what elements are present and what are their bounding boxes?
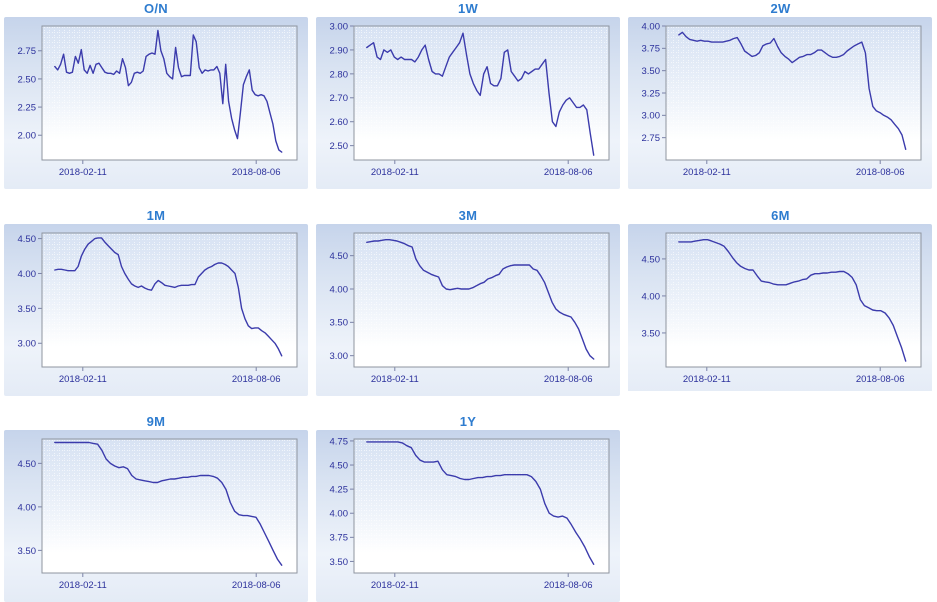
- svg-text:4.50: 4.50: [642, 254, 661, 265]
- chart-cell-1m: 1M 4.50 4.00 3.50 3.00 2018-02-11 2018-08-06: [0, 195, 312, 396]
- svg-text:2018-08-06: 2018-08-06: [544, 167, 593, 178]
- svg-text:2.75: 2.75: [642, 133, 661, 144]
- chart-canvas-9m: 4.50 4.00 3.50 2018-02-11 2018-08-06: [18, 438, 298, 591]
- chart-card-2w: 4.00 3.75 3.50 3.25 3.00 2.75 2018-02-11 2018-0…: [628, 17, 932, 189]
- chart-title-2w: 2W: [770, 1, 791, 16]
- svg-text:2018-02-11: 2018-02-11: [683, 374, 731, 385]
- chart-card-9m: 4.50 4.00 3.50 2018-02-11 2018-08-06: [4, 430, 308, 602]
- svg-text:4.50: 4.50: [330, 251, 349, 262]
- svg-text:3.00: 3.00: [330, 21, 349, 32]
- chart-card-3m: 4.50 4.00 3.50 3.00 2018-02-11 2018-08-06: [316, 224, 620, 396]
- svg-text:2.60: 2.60: [330, 117, 349, 128]
- svg-text:2.00: 2.00: [18, 131, 37, 142]
- chart-canvas-1y: 4.75 4.50 4.25 4.00 3.75 3.50 2018-02-11 2018-0…: [330, 436, 610, 591]
- chart-cell-1w: 1W 3.00 2.90 2.80 2.70 2.60 2.50 2018-02-11 201…: [312, 0, 624, 195]
- chart-title-9m: 9M: [146, 414, 166, 429]
- svg-text:4.00: 4.00: [642, 291, 661, 302]
- svg-text:2018-02-11: 2018-02-11: [59, 580, 107, 591]
- svg-text:3.50: 3.50: [18, 304, 37, 315]
- chart-card-1w: 3.00 2.90 2.80 2.70 2.60 2.50 2018-02-11 2018-0…: [316, 17, 620, 189]
- svg-text:2018-08-06: 2018-08-06: [232, 580, 281, 591]
- svg-text:2018-02-11: 2018-02-11: [371, 167, 419, 178]
- svg-text:2018-08-06: 2018-08-06: [856, 167, 905, 178]
- chart-cell-1y: 1Y 4.75 4.50 4.25 4.00 3.75 3.50 2018-02-11 201…: [312, 391, 624, 602]
- svg-text:2018-08-06: 2018-08-06: [232, 167, 281, 178]
- empty-cell: [624, 391, 937, 587]
- chart-card-1m: 4.50 4.00 3.50 3.00 2018-02-11 2018-08-06: [4, 224, 308, 396]
- chart-canvas-6m: 4.50 4.00 3.50 2018-02-11 2018-08-06: [642, 232, 922, 385]
- svg-text:4.25: 4.25: [330, 485, 349, 496]
- svg-text:4.00: 4.00: [18, 269, 37, 280]
- chart-canvas-1m: 4.50 4.00 3.50 3.00 2018-02-11 2018-08-06: [18, 232, 298, 385]
- chart-card-on: 2.75 2.50 2.25 2.00 2018-02-11 2018-08-06: [4, 17, 308, 189]
- chart-card-6m: 4.50 4.00 3.50 2018-02-11 2018-08-06: [628, 224, 932, 396]
- svg-text:3.75: 3.75: [642, 44, 661, 55]
- svg-text:4.50: 4.50: [18, 459, 37, 470]
- svg-text:2.25: 2.25: [18, 102, 37, 113]
- svg-text:2018-08-06: 2018-08-06: [232, 374, 281, 385]
- svg-text:3.00: 3.00: [18, 339, 37, 350]
- svg-text:2018-08-06: 2018-08-06: [856, 374, 905, 385]
- svg-text:3.75: 3.75: [330, 533, 349, 544]
- svg-text:2018-02-11: 2018-02-11: [59, 374, 107, 385]
- svg-text:4.00: 4.00: [330, 509, 349, 520]
- svg-text:2.50: 2.50: [18, 74, 37, 85]
- chart-title-1w: 1W: [457, 1, 479, 16]
- svg-text:4.50: 4.50: [18, 234, 37, 245]
- svg-text:2018-02-11: 2018-02-11: [371, 374, 419, 385]
- chart-title-1y: 1Y: [459, 414, 477, 429]
- svg-text:3.25: 3.25: [642, 88, 661, 99]
- svg-text:4.75: 4.75: [330, 436, 349, 447]
- chart-cell-6m: 6M 4.50 4.00 3.50 2018-02-11 2018-08-06: [624, 195, 937, 396]
- svg-text:3.50: 3.50: [642, 328, 661, 339]
- svg-text:4.50: 4.50: [330, 460, 349, 471]
- chart-canvas-3m: 4.50 4.00 3.50 3.00 2018-02-11 2018-08-06: [330, 232, 610, 385]
- svg-text:2.50: 2.50: [330, 141, 349, 152]
- svg-text:2018-08-06: 2018-08-06: [544, 374, 593, 385]
- chart-canvas-2w: 4.00 3.75 3.50 3.25 3.00 2.75 2018-02-11 2018-0…: [642, 21, 922, 178]
- chart-cell-2w: 2W 4.00 3.75 3.50 3.25 3.00 2.75 2018-02-11 201…: [624, 0, 937, 195]
- chart-cell-on: O/N 2.75 2.50 2.25 2.00 2018-02-11 2018-08-06: [0, 0, 312, 195]
- chart-title-on: O/N: [143, 1, 168, 16]
- svg-text:3.50: 3.50: [642, 66, 661, 77]
- svg-text:4.00: 4.00: [330, 284, 349, 295]
- svg-text:4.00: 4.00: [642, 21, 661, 32]
- svg-text:2.75: 2.75: [18, 46, 37, 57]
- svg-text:2.90: 2.90: [330, 45, 349, 56]
- svg-text:2018-02-11: 2018-02-11: [683, 167, 731, 178]
- svg-text:3.50: 3.50: [330, 318, 349, 329]
- svg-text:3.50: 3.50: [330, 557, 349, 568]
- svg-text:2018-02-11: 2018-02-11: [59, 167, 107, 178]
- chart-cell-9m: 9M 4.50 4.00 3.50 2018-02-11 2018-08-06: [0, 391, 312, 602]
- svg-text:3.00: 3.00: [642, 111, 661, 122]
- svg-text:2018-02-11: 2018-02-11: [371, 580, 419, 591]
- chart-title-3m: 3M: [458, 208, 478, 223]
- chart-title-6m: 6M: [771, 208, 790, 223]
- chart-canvas-on: 2.75 2.50 2.25 2.00 2018-02-11 2018-08-06: [18, 25, 298, 178]
- svg-text:2.80: 2.80: [330, 69, 349, 80]
- svg-text:3.00: 3.00: [330, 351, 349, 362]
- chart-cell-3m: 3M 4.50 4.00 3.50 3.00 2018-02-11 2018-08-06: [312, 195, 624, 396]
- svg-text:4.00: 4.00: [18, 502, 37, 513]
- chart-title-1m: 1M: [146, 208, 166, 223]
- chart-card-1y: 4.75 4.50 4.25 4.00 3.75 3.50 2018-02-11 2018-0…: [316, 430, 620, 602]
- svg-text:3.50: 3.50: [18, 546, 37, 557]
- chart-canvas-1w: 3.00 2.90 2.80 2.70 2.60 2.50 2018-02-11 2018-0…: [330, 21, 610, 178]
- svg-text:2018-08-06: 2018-08-06: [544, 580, 593, 591]
- svg-text:2.70: 2.70: [330, 93, 349, 104]
